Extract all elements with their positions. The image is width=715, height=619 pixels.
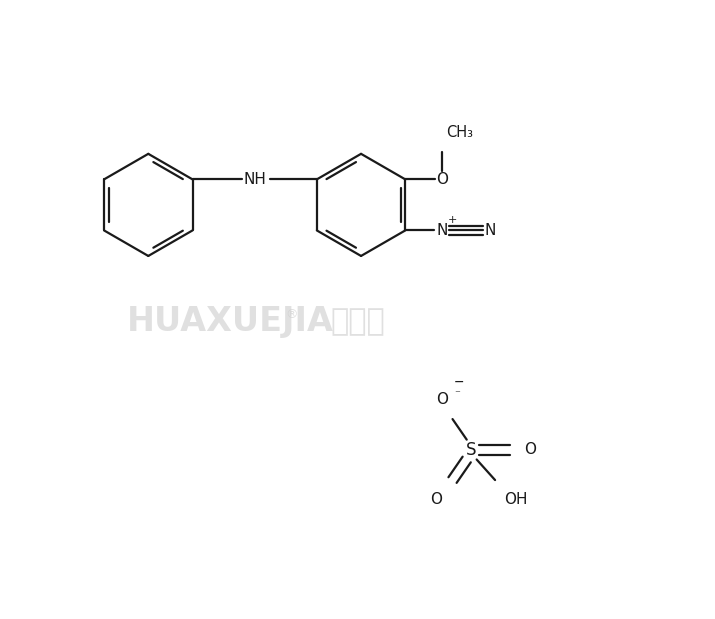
Text: NH: NH [243, 172, 266, 187]
Text: O: O [430, 492, 443, 507]
Text: O: O [436, 172, 448, 187]
Text: OH: OH [504, 492, 528, 507]
Text: ®: ® [285, 308, 297, 321]
Text: 化学家: 化学家 [330, 308, 385, 336]
Text: N: N [436, 223, 448, 238]
Text: O: O [436, 392, 448, 407]
Text: CH₃: CH₃ [445, 124, 473, 140]
Text: HUAXUEJIA: HUAXUEJIA [127, 305, 333, 339]
Text: S: S [465, 441, 476, 459]
Text: ⁻: ⁻ [454, 389, 460, 399]
Text: O: O [524, 442, 536, 457]
Text: +: + [448, 215, 457, 225]
Text: N: N [485, 223, 496, 238]
